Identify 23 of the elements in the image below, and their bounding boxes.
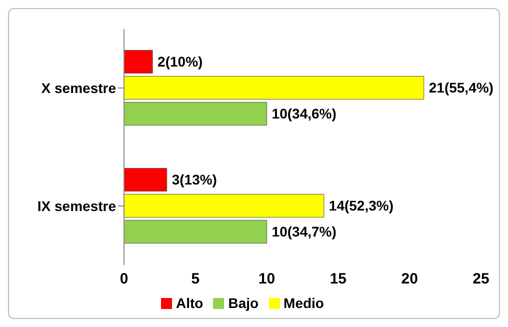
x-tick-label: 5 <box>191 270 200 288</box>
bar <box>124 168 168 192</box>
legend-label: Medio <box>284 295 324 311</box>
x-tick-label: 25 <box>472 270 490 288</box>
x-tick-label: 10 <box>258 270 276 288</box>
data-label: 3(13%) <box>172 172 217 188</box>
bar <box>124 102 268 126</box>
data-label: 10(34,6%) <box>272 106 336 122</box>
x-tick-label: 0 <box>120 270 128 288</box>
bar <box>124 194 324 218</box>
x-tick-label: 15 <box>330 270 347 288</box>
x-tick-label: 20 <box>401 270 418 288</box>
data-label: 2(10%) <box>158 54 203 70</box>
bar <box>124 50 153 74</box>
data-label: 10(34,7%) <box>272 224 336 240</box>
data-label: 14(52,3%) <box>328 198 394 214</box>
y-tick-label: IX semestre <box>37 198 116 214</box>
legend-label: Alto <box>176 295 204 311</box>
bar <box>124 220 268 244</box>
data-label: 21(55,4%) <box>428 80 494 96</box>
legend-label: Bajo <box>228 295 259 311</box>
bar <box>124 76 424 100</box>
y-tick-label: X semestre <box>41 80 116 96</box>
